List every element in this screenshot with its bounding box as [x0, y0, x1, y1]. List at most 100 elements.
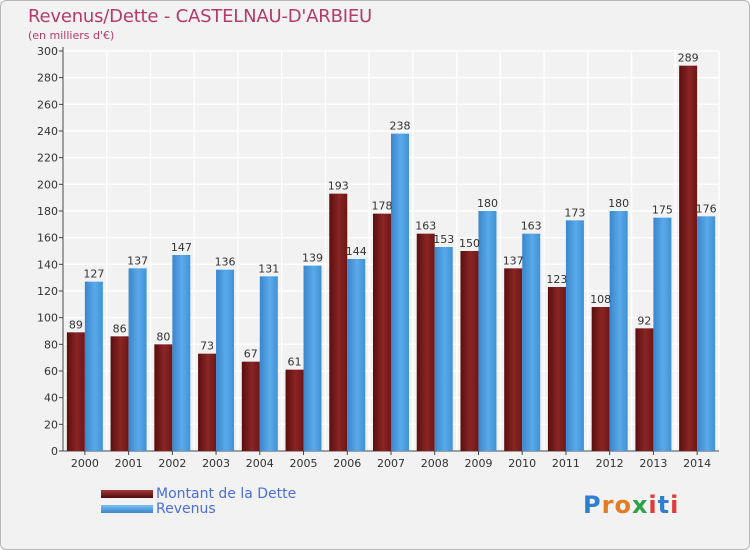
- bar-revenus: [478, 211, 497, 451]
- x-tick-label: 2011: [552, 457, 580, 470]
- data-label-revenus: 136: [215, 256, 236, 269]
- data-label-revenus: 139: [302, 252, 323, 265]
- data-label-dette: 108: [590, 293, 611, 306]
- bar-dette: [241, 361, 260, 451]
- x-tick-label: 2006: [333, 457, 361, 470]
- data-label-dette: 193: [328, 180, 349, 193]
- bar-revenus: [522, 233, 541, 451]
- data-label-revenus: 144: [346, 245, 367, 258]
- data-label-dette: 178: [372, 200, 393, 213]
- data-label-dette: 150: [459, 237, 480, 250]
- data-label-revenus: 180: [608, 197, 629, 210]
- bar-revenus: [84, 281, 103, 451]
- data-label-dette: 89: [69, 318, 83, 331]
- y-tick-label: 280: [37, 72, 58, 85]
- bar-revenus: [172, 255, 191, 451]
- data-label-dette: 92: [637, 314, 651, 327]
- x-tick-label: 2000: [71, 457, 99, 470]
- data-label-dette: 80: [156, 330, 170, 343]
- data-label-revenus: 137: [127, 254, 148, 267]
- y-tick-label: 120: [37, 285, 58, 298]
- bar-revenus: [653, 217, 672, 451]
- y-tick-label: 0: [51, 445, 58, 458]
- proxiti-logo: Proxiti: [583, 491, 680, 519]
- data-label-revenus: 180: [477, 197, 498, 210]
- y-tick-label: 260: [37, 98, 58, 111]
- bar-dette: [635, 328, 654, 451]
- bar-dette: [110, 336, 129, 451]
- data-label-revenus: 176: [696, 202, 717, 215]
- data-label-dette: 61: [288, 356, 302, 369]
- data-label-revenus: 173: [564, 206, 585, 219]
- bar-revenus: [259, 276, 278, 451]
- x-tick-label: 2001: [115, 457, 143, 470]
- bar-dette: [504, 268, 523, 451]
- data-label-dette: 289: [678, 52, 699, 65]
- data-label-revenus: 127: [83, 268, 104, 281]
- y-tick-label: 200: [37, 178, 58, 191]
- chart-title: Revenus/Dette - CASTELNAU-D'ARBIEU: [28, 6, 373, 27]
- data-label-dette: 137: [503, 254, 524, 267]
- legend-swatch-revenus: [101, 505, 153, 513]
- bar-dette: [373, 213, 391, 451]
- bar-dette: [591, 307, 610, 451]
- data-label-dette: 67: [244, 348, 258, 361]
- y-tick-label: 20: [44, 418, 58, 431]
- bar-dette: [460, 251, 479, 451]
- bar-revenus: [609, 211, 628, 451]
- x-tick-label: 2012: [596, 457, 624, 470]
- data-label-revenus: 153: [433, 233, 454, 246]
- data-label-revenus: 131: [258, 262, 279, 275]
- x-tick-label: 2014: [683, 457, 711, 470]
- bars: [66, 65, 716, 452]
- bar-revenus: [128, 268, 147, 451]
- data-label-revenus: 175: [652, 204, 673, 217]
- x-tick-label: 2004: [246, 457, 274, 470]
- y-tick-label: 100: [37, 312, 58, 325]
- y-tick-label: 140: [37, 258, 58, 271]
- data-label-revenus: 238: [390, 120, 411, 133]
- y-tick-label: 80: [44, 338, 58, 351]
- bar-revenus: [434, 247, 453, 451]
- x-tick-label: 2007: [377, 457, 405, 470]
- legend-swatch-dette: [101, 490, 153, 498]
- bar-dette: [679, 65, 698, 452]
- x-tick-label: 2002: [158, 457, 186, 470]
- bar-revenus: [565, 220, 584, 451]
- x-tick-label: 2003: [202, 457, 230, 470]
- data-label-revenus: 147: [171, 241, 192, 254]
- data-label-dette: 163: [415, 220, 436, 233]
- chart-subtitle: (en milliers d'€): [28, 29, 115, 42]
- bar-dette: [285, 369, 304, 451]
- bar-dette: [547, 287, 566, 451]
- x-tick-label: 2005: [290, 457, 318, 470]
- bar-dette: [416, 233, 435, 451]
- data-labels: 89 127 86 137 80 147 73 136 67 131 61 139 193 144 178 2…: [69, 52, 717, 369]
- bar-revenus: [391, 133, 409, 451]
- bar-revenus: [216, 269, 235, 451]
- bar-dette: [198, 353, 217, 451]
- legend-label-revenus: Revenus: [156, 501, 216, 517]
- x-tick-label: 2009: [464, 457, 492, 470]
- data-label-dette: 123: [546, 273, 567, 286]
- bar-dette: [329, 193, 348, 451]
- x-tick-label: 2008: [421, 457, 449, 470]
- y-tick-label: 300: [37, 45, 58, 58]
- y-tick-label: 40: [44, 392, 58, 405]
- bar-revenus: [697, 216, 716, 451]
- data-label-dette: 73: [200, 340, 214, 353]
- bar-revenus: [303, 265, 322, 451]
- x-tick-label: 2010: [508, 457, 536, 470]
- legend-label-dette: Montant de la Dette: [156, 486, 297, 502]
- y-tick-label: 220: [37, 152, 58, 165]
- data-label-revenus: 163: [521, 220, 542, 233]
- bar-dette: [154, 344, 173, 451]
- y-tick-label: 160: [37, 232, 58, 245]
- bar-dette: [66, 332, 85, 451]
- bar-revenus: [347, 259, 366, 451]
- data-label-dette: 86: [113, 322, 127, 335]
- y-tick-label: 180: [37, 205, 58, 218]
- x-tick-label: 2013: [639, 457, 667, 470]
